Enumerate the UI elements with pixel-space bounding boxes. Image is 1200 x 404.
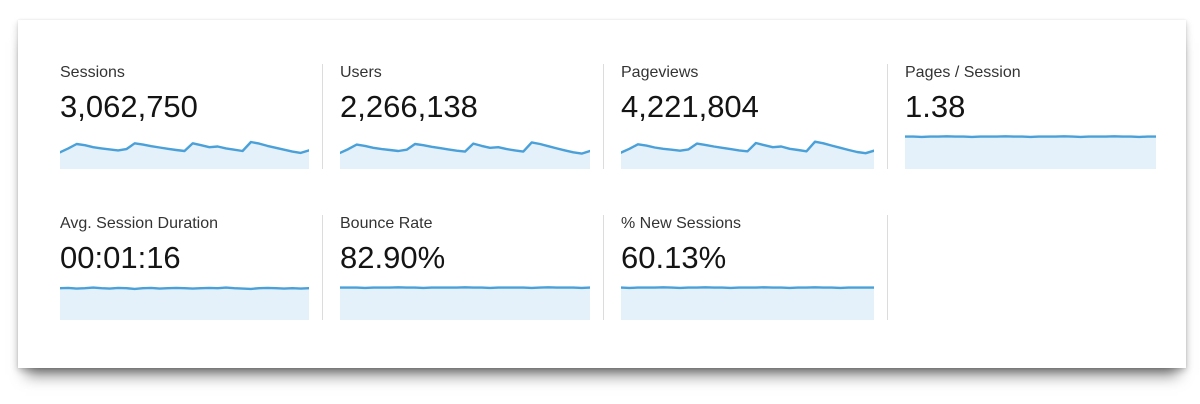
analytics-summary-panel: Sessions 3,062,750 Users 2,266,138 Pagev…	[18, 20, 1186, 368]
metrics-row-bottom: Avg. Session Duration 00:01:16 Bounce Ra…	[18, 215, 1186, 320]
metric-card-avg-session-duration: Avg. Session Duration 00:01:16	[60, 215, 323, 320]
metric-value: 00:01:16	[60, 240, 181, 275]
metric-label: Pageviews	[621, 64, 699, 81]
metric-value: 3,062,750	[60, 89, 198, 124]
sparkline-chart	[905, 133, 1156, 169]
metric-card-pageviews: Pageviews 4,221,804	[604, 64, 888, 169]
sparkline-chart	[340, 284, 590, 320]
sparkline-chart	[60, 133, 309, 169]
metric-value: 60.13%	[621, 240, 727, 275]
metric-value: 2,266,138	[340, 89, 478, 124]
metrics-row-top: Sessions 3,062,750 Users 2,266,138 Pagev…	[18, 64, 1186, 169]
sparkline-chart	[340, 133, 590, 169]
metric-value: 1.38	[905, 89, 966, 124]
metric-card-pages-per-session: Pages / Session 1.38	[888, 64, 1156, 169]
metric-label: Pages / Session	[905, 64, 1021, 81]
metric-label: Bounce Rate	[340, 215, 433, 232]
empty-cell	[888, 215, 1156, 320]
metric-card-new-sessions: % New Sessions 60.13%	[604, 215, 888, 320]
metric-label: Avg. Session Duration	[60, 215, 219, 232]
sparkline-chart	[621, 284, 874, 320]
metric-value: 4,221,804	[621, 89, 759, 124]
metric-label: Sessions	[60, 64, 125, 81]
sparkline-chart	[60, 284, 309, 320]
metric-label: % New Sessions	[621, 215, 742, 232]
sparkline-chart	[621, 133, 874, 169]
metric-card-bounce-rate: Bounce Rate 82.90%	[323, 215, 604, 320]
metric-card-sessions: Sessions 3,062,750	[60, 64, 323, 169]
metric-value: 82.90%	[340, 240, 446, 275]
metric-card-users: Users 2,266,138	[323, 64, 604, 169]
metric-label: Users	[340, 64, 382, 81]
